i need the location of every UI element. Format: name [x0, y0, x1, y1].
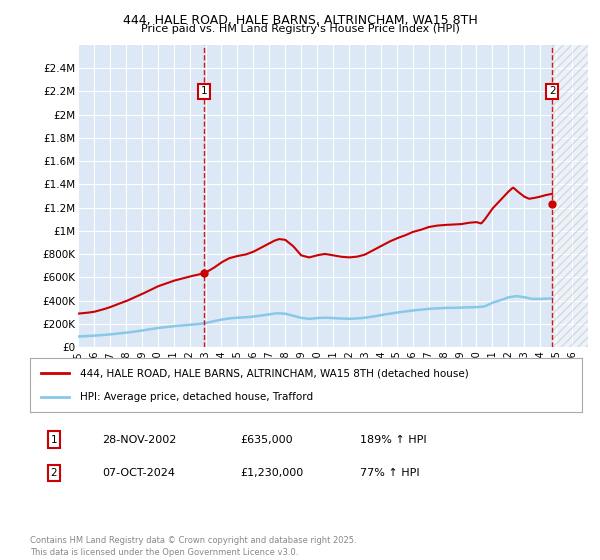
Text: 2: 2	[50, 468, 58, 478]
Text: Contains HM Land Registry data © Crown copyright and database right 2025.
This d: Contains HM Land Registry data © Crown c…	[30, 536, 356, 557]
Text: 28-NOV-2002: 28-NOV-2002	[102, 435, 176, 445]
Text: 1: 1	[200, 86, 207, 96]
Text: 2: 2	[549, 86, 556, 96]
Text: Price paid vs. HM Land Registry's House Price Index (HPI): Price paid vs. HM Land Registry's House …	[140, 24, 460, 34]
Text: 1: 1	[50, 435, 58, 445]
Bar	[552, 45, 588, 347]
Text: 444, HALE ROAD, HALE BARNS, ALTRINCHAM, WA15 8TH (detached house): 444, HALE ROAD, HALE BARNS, ALTRINCHAM, …	[80, 368, 469, 379]
Text: £1,230,000: £1,230,000	[240, 468, 303, 478]
Text: 189% ↑ HPI: 189% ↑ HPI	[360, 435, 427, 445]
Text: 77% ↑ HPI: 77% ↑ HPI	[360, 468, 419, 478]
Text: £635,000: £635,000	[240, 435, 293, 445]
Text: 07-OCT-2024: 07-OCT-2024	[102, 468, 175, 478]
Text: HPI: Average price, detached house, Trafford: HPI: Average price, detached house, Traf…	[80, 391, 313, 402]
Text: 444, HALE ROAD, HALE BARNS, ALTRINCHAM, WA15 8TH: 444, HALE ROAD, HALE BARNS, ALTRINCHAM, …	[122, 14, 478, 27]
